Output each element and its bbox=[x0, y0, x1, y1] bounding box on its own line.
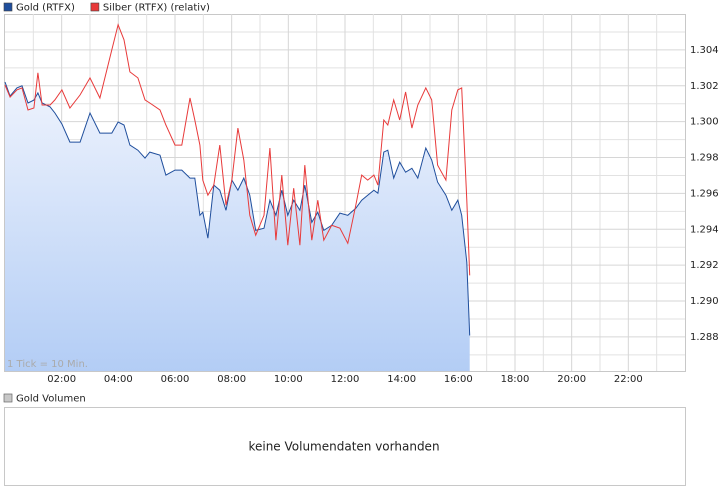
x-tick-label: 14:00 bbox=[387, 374, 416, 385]
x-tick-label: 06:00 bbox=[161, 374, 190, 385]
y-tick-label: 1.298 bbox=[690, 153, 719, 164]
legend-label: Silber (RTFX) (relativ) bbox=[103, 3, 210, 14]
volume-legend-swatch bbox=[3, 393, 13, 403]
y-tick-label: 1.296 bbox=[690, 188, 719, 199]
legend-swatch bbox=[90, 2, 100, 12]
x-tick-label: 20:00 bbox=[557, 374, 586, 385]
y-tick-label: 1.292 bbox=[690, 260, 719, 271]
volume-frame bbox=[4, 407, 686, 486]
legend-swatch bbox=[3, 2, 13, 12]
x-tick-label: 12:00 bbox=[331, 374, 360, 385]
y-tick-label: 1.288 bbox=[690, 332, 719, 343]
y-tick-label: 1.302 bbox=[690, 81, 719, 92]
y-tick-label: 1.290 bbox=[690, 296, 719, 307]
volume-message: keine Volumendaten vorhanden bbox=[248, 440, 439, 454]
x-tick-label: 18:00 bbox=[501, 374, 530, 385]
x-tick-label: 22:00 bbox=[614, 374, 643, 385]
x-tick-label: 16:00 bbox=[444, 374, 473, 385]
x-tick-label: 02:00 bbox=[47, 374, 76, 385]
x-tick-label: 10:00 bbox=[274, 374, 303, 385]
volume-legend-label: Gold Volumen bbox=[16, 394, 86, 405]
line bbox=[4, 23, 471, 276]
y-tick-label: 1.294 bbox=[690, 224, 719, 235]
x-tick-label: 04:00 bbox=[104, 374, 133, 385]
y-tick-label: 1.300 bbox=[690, 117, 719, 128]
y-tick-label: 1.304 bbox=[690, 45, 719, 56]
legend: Gold (RTFX) Silber (RTFX) (relativ) bbox=[3, 2, 210, 14]
marks bbox=[4, 23, 471, 371]
x-tick-label: 08:00 bbox=[217, 374, 246, 385]
area bbox=[5, 82, 470, 371]
legend-label: Gold (RTFX) bbox=[16, 3, 75, 14]
tick-note: 1 Tick = 10 Min. bbox=[7, 359, 88, 370]
